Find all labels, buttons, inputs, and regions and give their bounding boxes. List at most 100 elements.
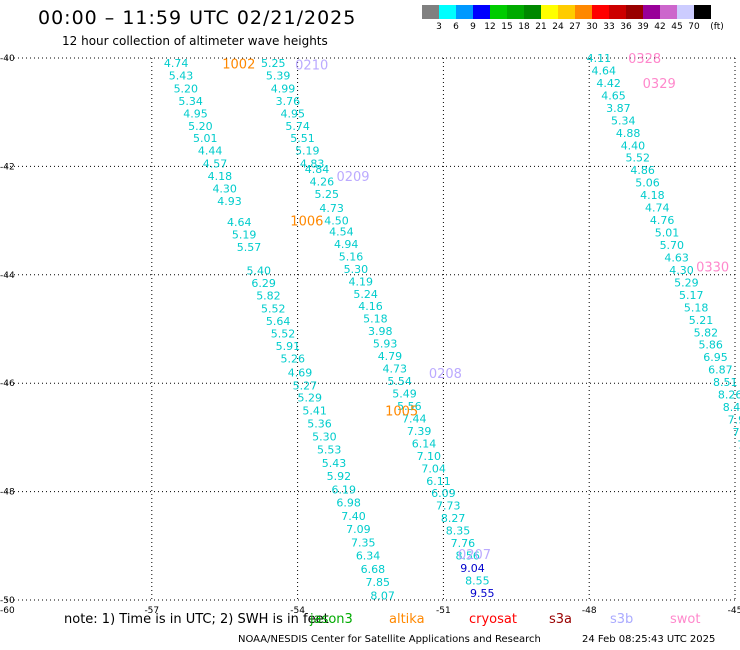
wave-height-point: 6.95: [703, 351, 728, 364]
color-scale-label: 27: [569, 22, 581, 32]
wave-height-point: 8.56: [455, 550, 480, 563]
color-scale-label: 18: [518, 22, 530, 32]
color-swatch: [677, 5, 694, 19]
wave-height-point: 7.09: [346, 523, 371, 536]
wave-height-point: 4.11: [587, 52, 612, 65]
wave-height-point: 8.55: [465, 574, 490, 587]
legend-item-s3a: s3a: [549, 612, 573, 627]
wave-height-point: 5.25: [261, 57, 286, 70]
wave-height-point: 4.64: [592, 64, 617, 77]
wave-height-point: 4.83: [300, 158, 325, 171]
wave-height-point: 5.16: [339, 250, 364, 263]
wave-height-point: 4.30: [669, 264, 694, 277]
color-scale-label: 12: [484, 22, 496, 32]
wave-height-point: 7.79: [737, 438, 740, 451]
wave-height-point: 5.64: [266, 315, 291, 328]
wave-height-point: 6.87: [708, 364, 733, 377]
wave-height-point: 4.73: [319, 202, 344, 215]
wave-height-point: 4.74: [164, 57, 189, 70]
x-tick-label: -51: [436, 606, 451, 616]
wave-height-point: 6.09: [431, 487, 456, 500]
color-swatch: [575, 5, 592, 19]
y-tick-label: -46: [0, 379, 15, 389]
wave-height-point: 5.20: [188, 120, 213, 133]
color-swatch: [439, 5, 456, 19]
wave-height-point: 4.42: [596, 77, 621, 90]
x-tick-label: -48: [582, 606, 597, 616]
wave-height-point: 5.30: [312, 430, 337, 443]
wave-height-point: 5.27: [293, 379, 318, 392]
credit-line: NOAA/NESDIS Center for Satellite Applica…: [238, 634, 541, 645]
pass-time-label: 0329: [643, 77, 676, 92]
wave-height-point: 5.26: [280, 352, 305, 365]
x-tick-label: -57: [144, 606, 159, 616]
wave-height-point: 9.04: [460, 562, 485, 575]
footnote: note: 1) Time is in UTC; 2) SWH is in fe…: [64, 612, 329, 627]
wave-height-point: 8.51: [713, 376, 738, 389]
wave-height-point: 6.98: [336, 496, 361, 509]
wave-height-point: 5.39: [266, 69, 291, 82]
wave-height-point: 6.68: [361, 563, 386, 576]
pass-time-label: 0209: [336, 170, 369, 185]
chart-title: 00:00 – 11:59 UTC 02/21/2025: [38, 7, 357, 29]
wave-height-point: 5.40: [246, 264, 271, 277]
color-scale-label: 24: [552, 22, 564, 32]
y-tick-label: -48: [0, 488, 15, 498]
wave-height-point: 5.36: [307, 417, 332, 430]
wave-height-point: 5.34: [611, 114, 636, 127]
wave-height-point: 3.98: [368, 325, 393, 338]
wave-height-point: 5.01: [193, 132, 218, 145]
color-scale-label: 70: [688, 22, 700, 32]
wave-height-point: 7.10: [417, 450, 442, 463]
x-tick-label: -45: [728, 606, 740, 616]
wave-height-point: 4.69: [288, 366, 313, 379]
wave-height-point: 4.65: [601, 89, 626, 102]
color-swatch: [660, 5, 677, 19]
color-scale-label: 42: [654, 22, 666, 32]
wave-height-point: 5.86: [698, 339, 723, 352]
wave-height-point: 7.35: [351, 537, 376, 550]
color-scale-unit: (ft): [710, 22, 724, 32]
wave-height-point: 4.26: [310, 176, 335, 189]
color-swatch: [490, 5, 507, 19]
wave-height-point: 5.17: [679, 289, 704, 302]
color-swatch: [694, 5, 711, 19]
pass-time-label: 1006: [290, 215, 323, 230]
wave-height-point: 4.99: [271, 82, 296, 95]
chart-subtitle: 12 hour collection of altimeter wave hei…: [62, 34, 328, 48]
y-tick-label: -40: [0, 54, 15, 64]
wave-height-point: 5.93: [373, 338, 398, 351]
color-scale-label: 21: [535, 22, 547, 32]
color-swatch: [541, 5, 558, 19]
y-tick-label: -50: [0, 596, 15, 606]
color-scale-label: 36: [620, 22, 632, 32]
wave-height-point: 4.94: [334, 238, 359, 251]
color-scale-label: 3: [436, 22, 442, 32]
wave-height-point: 5.34: [178, 95, 203, 108]
wave-height-point: 5.43: [322, 457, 347, 470]
wave-height-point: 5.91: [276, 340, 301, 353]
wave-height-point: 7.85: [366, 576, 391, 589]
legend-item-s3b: s3b: [610, 612, 634, 627]
wave-height-point: 6.29: [251, 277, 276, 290]
wave-height-point: 5.82: [694, 326, 719, 339]
x-tick-label: -54: [290, 606, 305, 616]
wave-height-point: 4.93: [217, 195, 242, 208]
wave-height-point: 5.41: [302, 404, 327, 417]
wave-height-point: 5.54: [387, 375, 412, 388]
corner-tick-label: -60: [0, 606, 15, 616]
wave-height-point: 6.34: [356, 550, 381, 563]
wave-height-point: 8.27: [441, 512, 466, 525]
color-scale-label: 15: [501, 22, 513, 32]
wave-height-point: 8.26: [718, 389, 740, 402]
wave-height-point: 5.24: [353, 288, 378, 301]
wave-height-point: 4.88: [616, 127, 641, 140]
color-swatch: [592, 5, 609, 19]
wave-height-point: 4.54: [329, 225, 354, 238]
wave-height-point: 4.86: [630, 164, 655, 177]
color-scale-label: 45: [671, 22, 683, 32]
color-swatch: [626, 5, 643, 19]
legend-item-jason3: jason3: [310, 612, 353, 627]
wave-height-point: 5.18: [363, 313, 388, 326]
wave-height-point: 4.95: [280, 107, 305, 120]
